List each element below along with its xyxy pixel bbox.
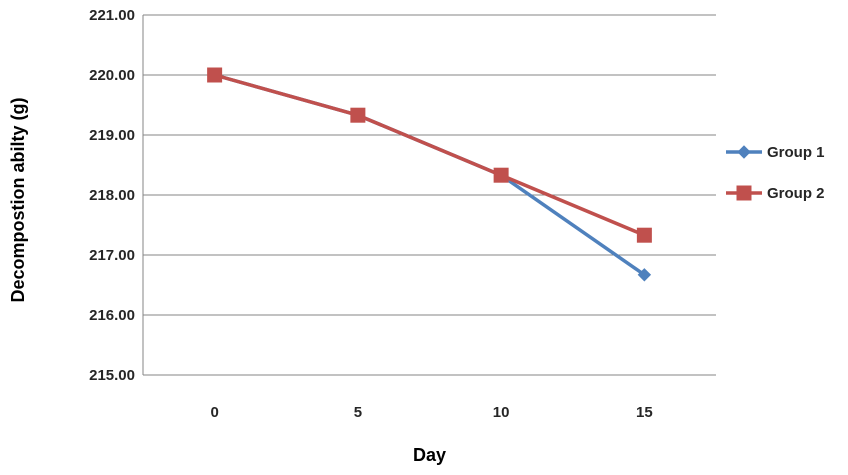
x-tick-label: 5 <box>354 404 362 421</box>
x-tick-labels: 0 5 10 15 <box>210 404 652 421</box>
series <box>207 67 652 282</box>
x-tick-label: 10 <box>493 404 510 421</box>
data-point <box>207 67 223 83</box>
y-tick-label: 218.00 <box>89 187 135 204</box>
data-point <box>636 227 652 243</box>
y-tick-label: 216.00 <box>89 307 135 324</box>
x-tick-label: 15 <box>636 404 653 421</box>
legend-label: Group 1 <box>767 144 825 161</box>
series-group-1 <box>207 68 652 282</box>
y-axis-title: Decompostion abilty (g) <box>8 97 28 302</box>
legend-marker <box>736 185 752 201</box>
legend-entry: Group 1 <box>726 144 825 161</box>
series-line <box>214 73 646 277</box>
y-tick-label: 217.00 <box>89 247 135 264</box>
data-point <box>637 268 652 282</box>
legend-marker <box>737 145 751 159</box>
x-axis-title: Day <box>413 445 446 465</box>
y-tick-label: 220.00 <box>89 67 135 84</box>
y-tick-labels: 215.00 216.00 217.00 218.00 219.00 220.00 221.… <box>89 7 135 384</box>
y-tick-label: 219.00 <box>89 127 135 144</box>
data-point <box>350 107 366 123</box>
legend: Group 1 Group 2 <box>726 144 825 202</box>
y-tick-label: 221.00 <box>89 7 135 24</box>
gridlines <box>143 14 716 376</box>
x-tick-label: 0 <box>210 404 218 421</box>
series-line <box>214 73 646 237</box>
series-group-2 <box>207 67 652 243</box>
data-point <box>493 167 509 183</box>
y-tick-label: 215.00 <box>89 367 135 384</box>
legend-entry: Group 2 <box>726 185 825 202</box>
axes <box>142 15 716 376</box>
legend-label: Group 2 <box>767 185 825 202</box>
